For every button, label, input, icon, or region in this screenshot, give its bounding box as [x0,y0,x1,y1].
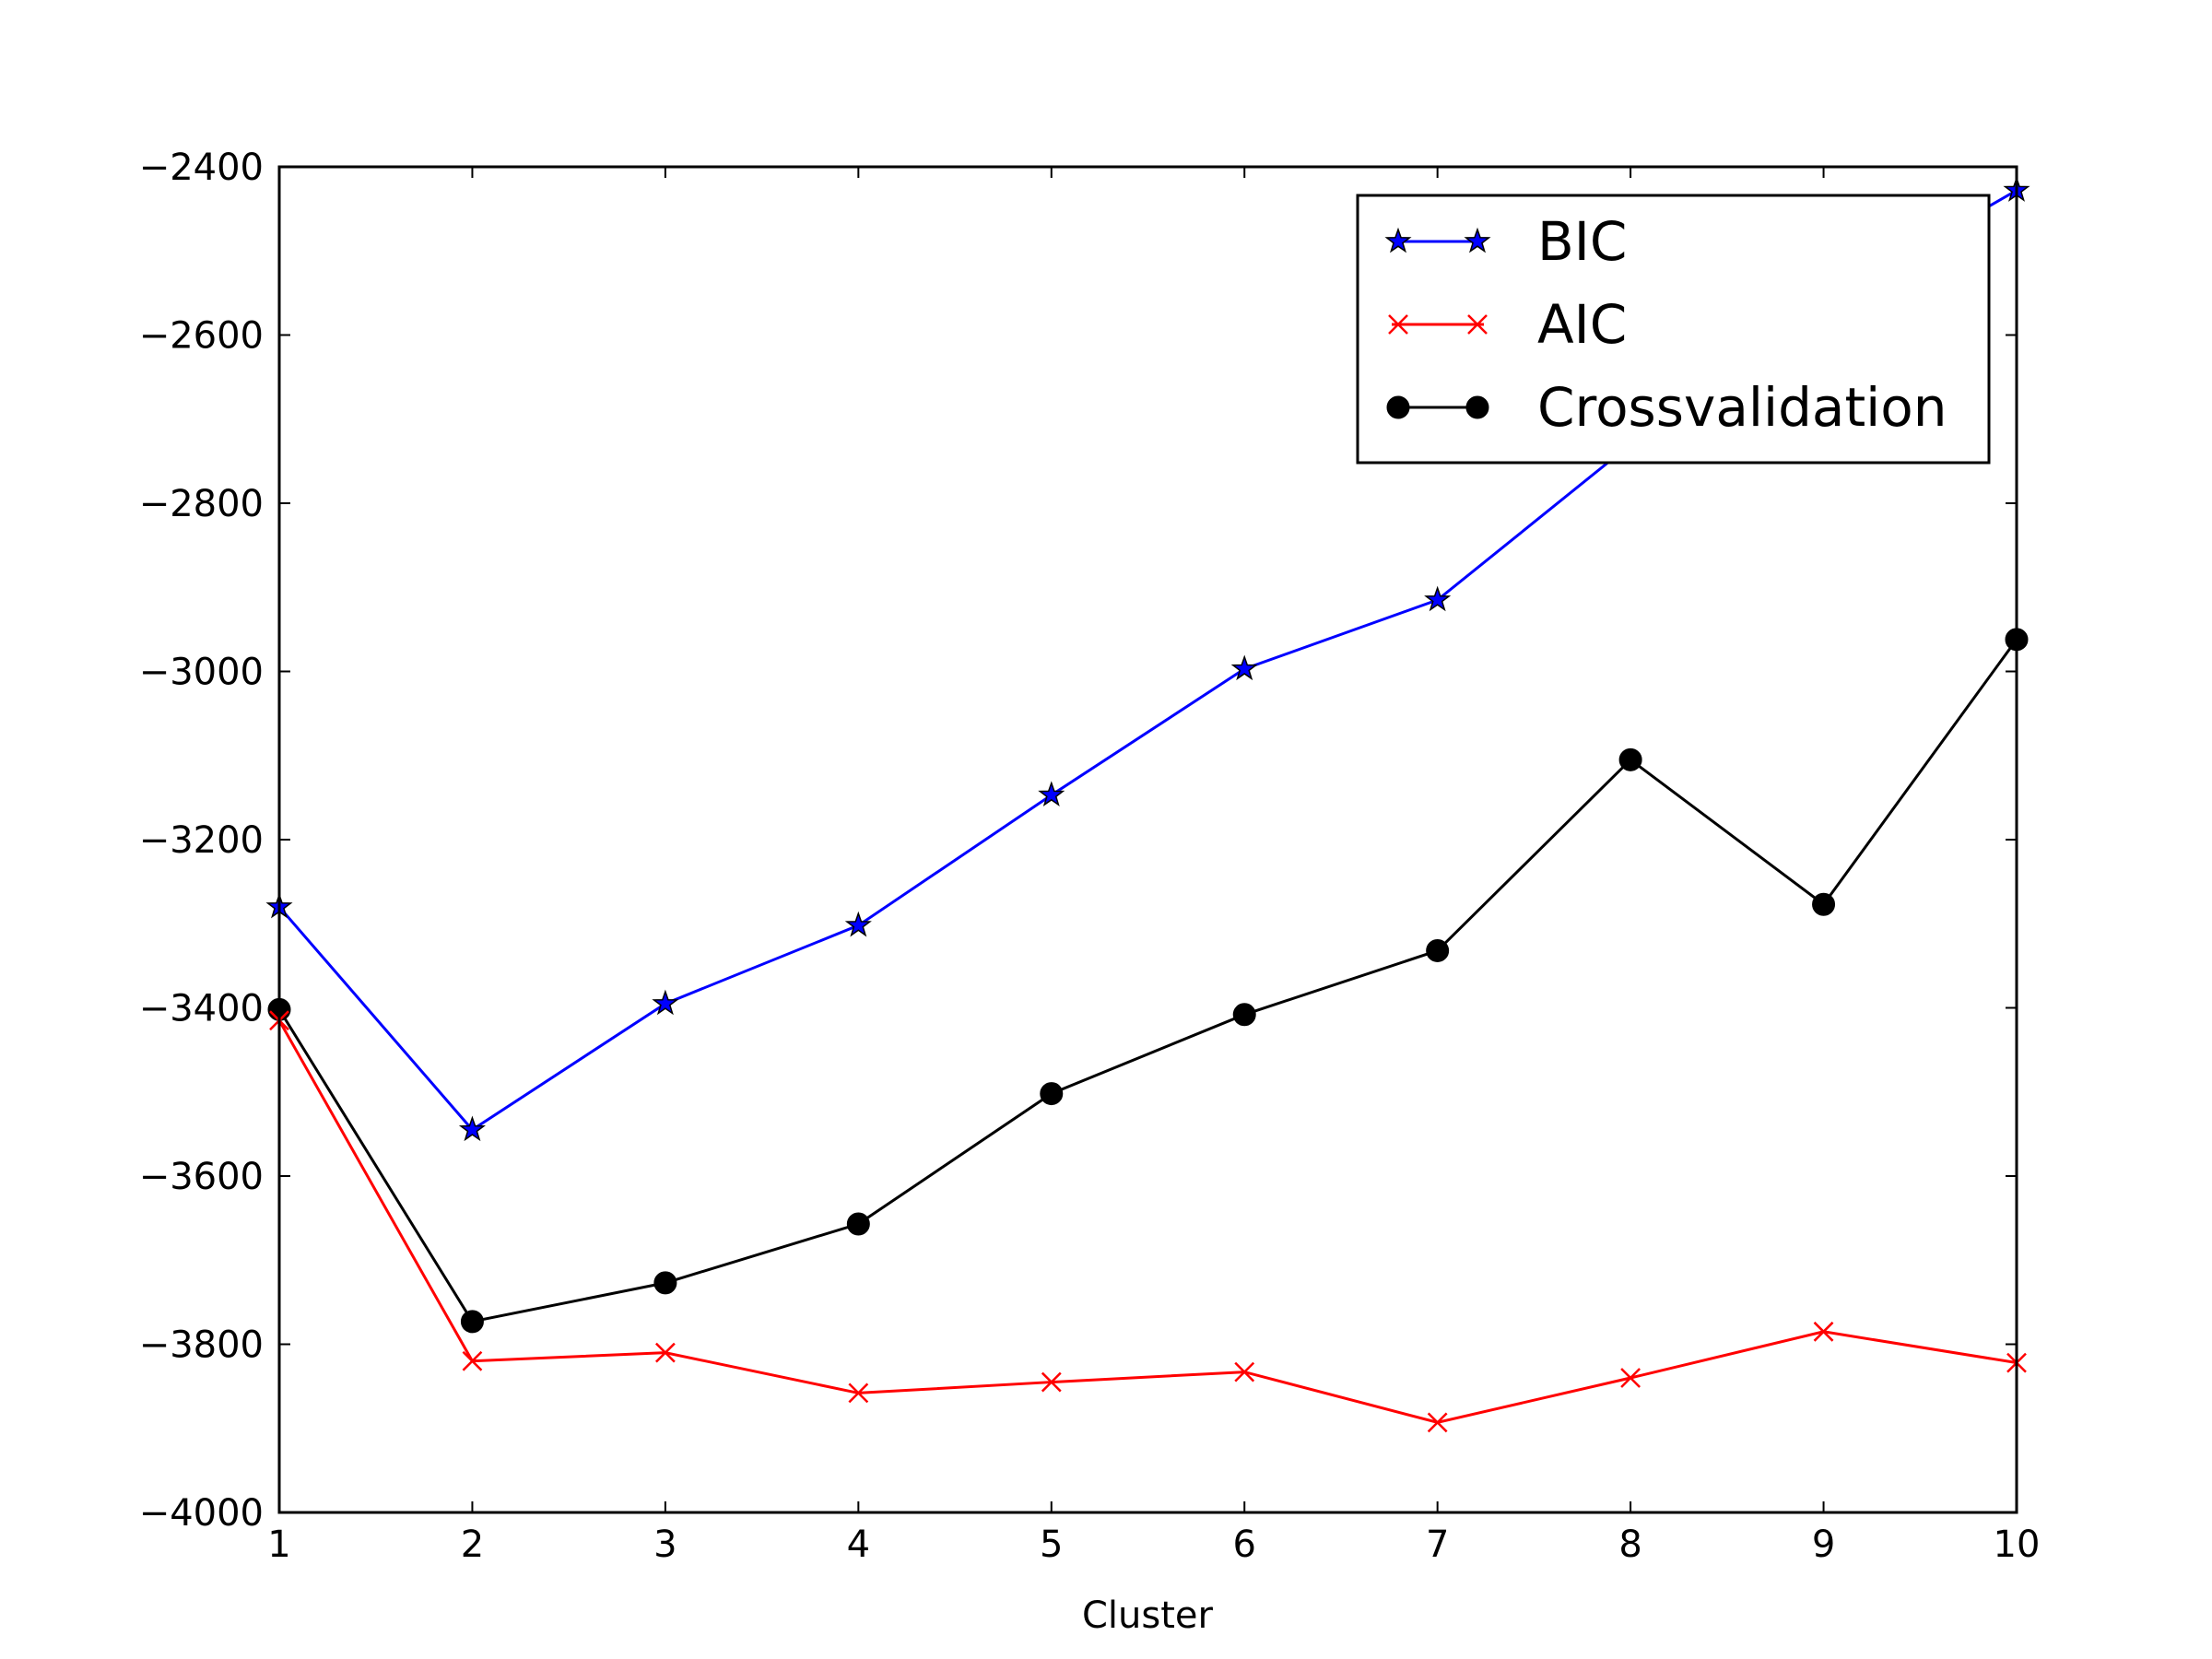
legend-label-aic: AIC [1537,293,1627,356]
data-point-aic [1234,1361,1255,1382]
y-tick-label: −2800 [139,483,264,525]
data-point-crossvalidation [653,1271,677,1295]
legend-label-bic: BIC [1537,210,1627,273]
y-tick-label: −3400 [139,988,264,1030]
x-tick-label: 1 [267,1524,290,1566]
data-point-crossvalidation [1040,1082,1064,1106]
series-line-crossvalidation [279,638,2017,1324]
legend-label-crossvalidation: Crossvalidation [1537,376,1947,439]
data-point-bic [1424,585,1452,612]
x-tick-label: 9 [1812,1524,1835,1566]
data-point-aic-stroke-b [1427,1412,1448,1433]
x-axis-label: Cluster [1082,1594,1214,1637]
x-tick-label: 6 [1232,1524,1255,1566]
legend-marker-bic [1464,227,1491,253]
data-point-aic-stroke-b [1620,1368,1641,1388]
data-point-crossvalidation [1618,747,1642,771]
y-tick-label: −3800 [139,1324,264,1367]
y-tick-label: −3000 [139,652,264,694]
y-tick-label: −4000 [139,1492,264,1535]
series-line-aic [279,1019,2017,1424]
data-point-crossvalidation [460,1310,484,1334]
legend-entry-crossvalidation: Crossvalidation [1386,376,1947,439]
x-tick-label: 2 [461,1524,484,1566]
data-point-bic [458,1115,486,1142]
y-tick-label: −3200 [139,819,264,862]
x-tick-label: 4 [847,1524,870,1566]
data-point-aic-stroke-b [848,1382,869,1404]
legend: BIC AIC Crossvalidation [1356,194,1991,465]
legend-marker-aic-stroke-b [1467,314,1488,335]
x-tick-label: 10 [1994,1524,2041,1566]
x-tick-label: 3 [653,1524,677,1566]
x-tick-label: 8 [1618,1524,1641,1566]
data-point-aic [462,1350,483,1371]
markers-layer [265,176,2030,1433]
legend-marker-crossvalidation [1386,395,1410,419]
data-point-aic [1041,1371,1062,1393]
data-point-crossvalidation [1426,938,1450,962]
tick-labels-layer: 1 2 3 4 5 6 7 8 9 10 −4000 −3800 −3600 −3400 −3200 −300… [139,147,2041,1566]
plot-frame [277,165,2018,1514]
data-point-aic [848,1382,869,1404]
data-point-aic-stroke-b [655,1342,676,1363]
data-point-bic [1038,781,1065,806]
legend-entries: BIC AIC Crossvalidation [1384,210,1947,439]
data-point-aic [1813,1321,1834,1342]
legend-entry-bic: BIC [1384,210,1627,273]
data-point-aic-stroke-b [1041,1371,1062,1393]
x-tick-label: 5 [1040,1524,1063,1566]
legend-box [1356,194,1991,465]
data-point-aic-stroke-b [462,1350,483,1371]
data-point-crossvalidation [1812,892,1836,916]
data-point-aic [655,1342,676,1363]
y-tick-label: −3600 [139,1156,264,1198]
legend-marker-aic [1388,314,1408,335]
data-point-bic [1230,654,1258,681]
data-point-bic [844,911,872,937]
legend-marker-aic [1467,314,1488,335]
legend-marker-aic-stroke-b [1388,314,1408,335]
data-point-crossvalidation [846,1212,870,1236]
data-point-aic [1427,1412,1448,1433]
legend-entry-aic: AIC [1388,293,1627,356]
x-tick-label: 7 [1426,1524,1449,1566]
data-point-bic [652,989,679,1016]
data-point-aic-stroke-b [1813,1321,1834,1342]
y-tick-label: −2400 [139,147,264,189]
data-point-crossvalidation [1232,1003,1256,1027]
data-point-aic-stroke-b [1234,1361,1255,1382]
y-tick-label: −2600 [139,315,264,358]
data-point-aic [1620,1368,1641,1388]
legend-marker-bic [1384,227,1412,253]
legend-marker-crossvalidation [1465,395,1489,419]
